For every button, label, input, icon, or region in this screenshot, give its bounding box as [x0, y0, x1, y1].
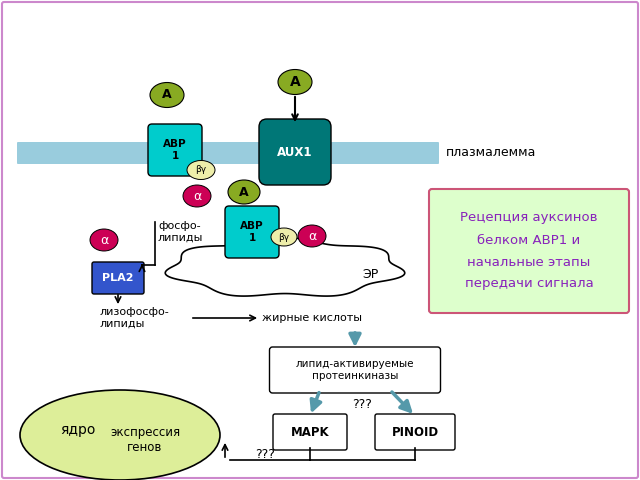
Text: экспрессия
генов: экспрессия генов: [110, 426, 180, 454]
Text: лизофосфо-
липиды: лизофосфо- липиды: [100, 307, 170, 329]
Text: АВР
1: АВР 1: [240, 221, 264, 243]
FancyBboxPatch shape: [429, 189, 629, 313]
FancyBboxPatch shape: [148, 124, 202, 176]
Text: ???: ???: [352, 398, 372, 411]
Ellipse shape: [90, 229, 118, 251]
FancyBboxPatch shape: [259, 119, 331, 185]
FancyBboxPatch shape: [225, 206, 279, 258]
FancyBboxPatch shape: [17, 142, 439, 164]
Ellipse shape: [20, 390, 220, 480]
Text: α: α: [308, 229, 316, 242]
Text: ядро: ядро: [60, 423, 96, 437]
Ellipse shape: [271, 228, 297, 246]
Text: βγ: βγ: [278, 232, 289, 241]
Polygon shape: [165, 238, 404, 296]
Text: α: α: [100, 233, 108, 247]
FancyBboxPatch shape: [92, 262, 144, 294]
Ellipse shape: [228, 180, 260, 204]
Text: βγ: βγ: [195, 166, 207, 175]
Text: Рецепция ауксинов
белком АВР1 и
начальные этапы
передачи сигнала: Рецепция ауксинов белком АВР1 и начальны…: [460, 212, 598, 290]
Text: ???: ???: [255, 448, 275, 461]
Text: PLA2: PLA2: [102, 273, 134, 283]
Text: плазмалемма: плазмалемма: [446, 146, 536, 159]
Text: АВР
1: АВР 1: [163, 139, 187, 161]
Ellipse shape: [298, 225, 326, 247]
Text: A: A: [290, 75, 300, 89]
Ellipse shape: [278, 70, 312, 95]
FancyBboxPatch shape: [375, 414, 455, 450]
Text: липид-активируемые
протеинкиназы: липид-активируемые протеинкиназы: [296, 359, 414, 381]
Ellipse shape: [150, 83, 184, 108]
Text: жирные кислоты: жирные кислоты: [262, 313, 362, 323]
Ellipse shape: [183, 185, 211, 207]
FancyBboxPatch shape: [273, 414, 347, 450]
Text: MAPK: MAPK: [291, 425, 330, 439]
FancyBboxPatch shape: [269, 347, 440, 393]
Text: ЭР: ЭР: [362, 268, 378, 281]
Text: A: A: [162, 88, 172, 101]
Text: α: α: [193, 190, 201, 203]
Text: фосфо-
липиды: фосфо- липиды: [158, 221, 204, 243]
Ellipse shape: [187, 160, 215, 180]
Text: A: A: [239, 185, 249, 199]
Text: AUX1: AUX1: [277, 145, 313, 158]
Text: PINOID: PINOID: [392, 425, 438, 439]
